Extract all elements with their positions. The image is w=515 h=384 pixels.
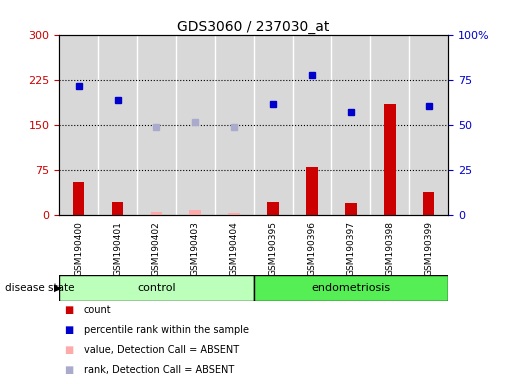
Bar xyxy=(150,212,162,215)
Text: ■: ■ xyxy=(64,305,74,315)
Bar xyxy=(306,167,318,215)
Bar xyxy=(345,203,357,215)
Text: disease state: disease state xyxy=(5,283,75,293)
Text: value, Detection Call = ABSENT: value, Detection Call = ABSENT xyxy=(84,345,239,355)
Bar xyxy=(267,202,279,215)
Text: ■: ■ xyxy=(64,325,74,335)
Text: endometriosis: endometriosis xyxy=(311,283,390,293)
Text: ■: ■ xyxy=(64,345,74,355)
Text: control: control xyxy=(137,283,176,293)
Bar xyxy=(112,202,124,215)
Bar xyxy=(228,213,240,215)
Text: rank, Detection Call = ABSENT: rank, Detection Call = ABSENT xyxy=(84,365,234,375)
Text: percentile rank within the sample: percentile rank within the sample xyxy=(84,325,249,335)
Bar xyxy=(253,275,448,301)
Bar xyxy=(73,182,84,215)
Bar xyxy=(59,275,253,301)
Text: ▶: ▶ xyxy=(54,283,62,293)
Title: GDS3060 / 237030_at: GDS3060 / 237030_at xyxy=(178,20,330,33)
Bar xyxy=(384,104,396,215)
Bar xyxy=(190,210,201,215)
Text: ■: ■ xyxy=(64,365,74,375)
Text: count: count xyxy=(84,305,112,315)
Bar xyxy=(423,192,435,215)
